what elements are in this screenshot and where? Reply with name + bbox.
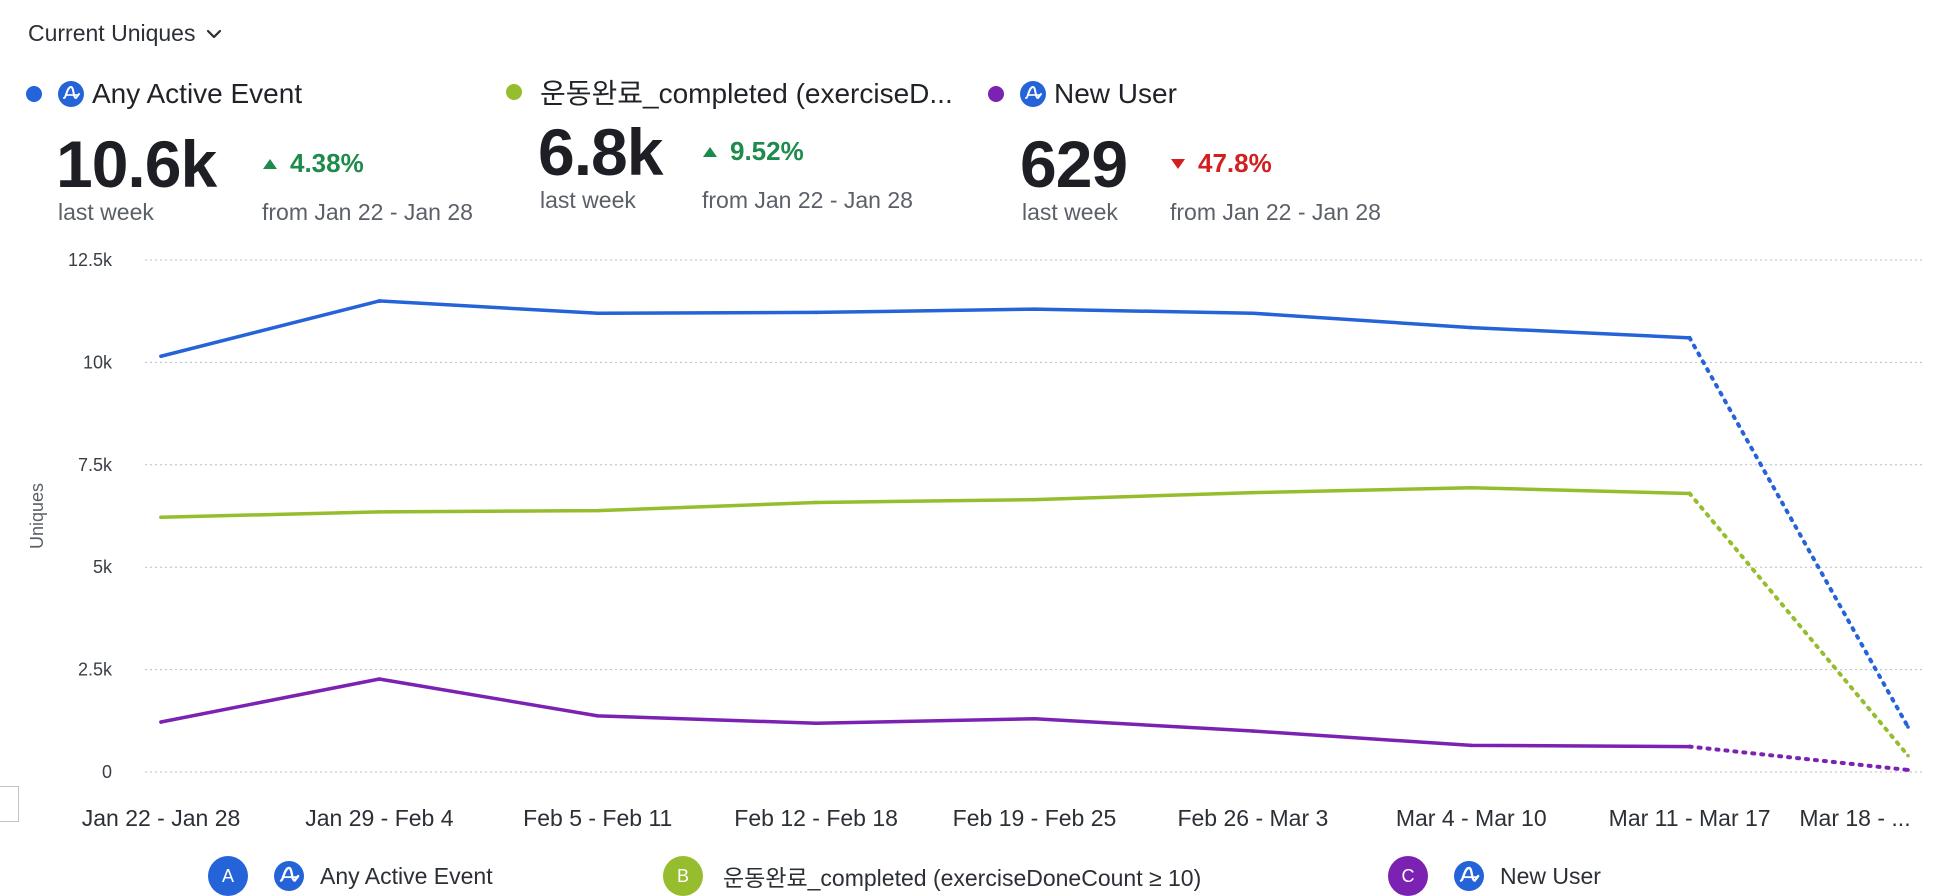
data-point — [1687, 744, 1692, 749]
y-tick-label: 0 — [102, 762, 112, 782]
kpi-compare: from Jan 22 - Jan 28 — [702, 187, 913, 213]
kpi-period: last week — [1022, 199, 1118, 225]
series-line-3 — [159, 677, 1692, 749]
kpi-delta-value: 4.38% — [290, 148, 364, 178]
data-point — [595, 311, 600, 316]
series-dot-a — [26, 86, 42, 102]
data-point — [595, 508, 600, 513]
kpi-header[interactable]: New User — [988, 78, 1177, 110]
data-point — [377, 677, 382, 681]
legend-item-a[interactable]: A Any Active Event — [208, 856, 493, 896]
y-tick-label: 12.5k — [68, 250, 113, 270]
data-point — [1032, 716, 1037, 721]
kpi-period: last week — [58, 199, 154, 225]
kpi-name: 운동완료_completed (exerciseD... — [540, 78, 953, 109]
kpi-compare: from Jan 22 - Jan 28 — [262, 199, 473, 225]
series-incomplete-segment-3 — [1687, 744, 1910, 772]
legend-badge: A — [208, 856, 248, 896]
kpi-name: New User — [1054, 78, 1177, 109]
legend-item-c[interactable]: C New User — [1388, 856, 1601, 896]
series-dot-c — [988, 86, 1004, 102]
data-point — [1032, 497, 1037, 502]
kpi-delta: 4.38% — [262, 148, 364, 179]
kpi-delta: 47.8% — [1170, 148, 1272, 179]
legend-item-b[interactable]: B 운동완료_completed (exerciseDoneCount ≥ 10… — [663, 856, 1201, 896]
y-tick-label: 7.5k — [78, 455, 113, 475]
amplitude-event-icon — [274, 861, 304, 891]
data-point — [159, 720, 163, 724]
x-tick-label: Feb 5 - Feb 11 — [523, 805, 672, 831]
trend-up-icon — [263, 158, 277, 169]
x-tick-label: Mar 4 - Mar 10 — [1396, 805, 1547, 831]
y-tick-label: 2.5k — [78, 660, 113, 680]
x-tick-label: Jan 29 - Feb 4 — [305, 805, 454, 831]
y-tick-label: 5k — [93, 557, 113, 577]
x-tick-label: Mar 18 - ... — [1799, 805, 1910, 831]
kpi-delta-value: 47.8% — [1198, 148, 1272, 178]
data-point — [1469, 485, 1474, 490]
data-point — [595, 714, 600, 718]
chevron-down-icon — [207, 29, 222, 38]
legend-label: 운동완료_completed (exerciseDoneCount ≥ 10) — [723, 865, 1202, 891]
data-point — [1251, 490, 1255, 495]
data-point — [1251, 311, 1255, 316]
legend-badge: C — [1388, 856, 1428, 896]
x-tick-label: Jan 22 - Jan 28 — [82, 805, 241, 831]
kpi-delta-value: 9.52% — [730, 136, 804, 166]
amplitude-event-icon — [58, 81, 84, 107]
data-point — [1469, 743, 1474, 748]
legend-label: New User — [1500, 862, 1601, 889]
data-point — [377, 510, 382, 514]
kpi-period: last week — [540, 187, 636, 213]
x-tick-label: Feb 12 - Feb 18 — [734, 805, 898, 831]
data-point — [1251, 729, 1255, 733]
kpi-header[interactable]: Any Active Event — [26, 78, 302, 110]
metric-selector-label: Current Uniques — [28, 20, 196, 46]
data-point — [1906, 768, 1910, 772]
data-point — [1906, 753, 1910, 758]
data-point — [377, 299, 382, 303]
data-point — [1906, 725, 1910, 729]
trend-down-icon — [1171, 158, 1185, 169]
x-tick-label: Feb 26 - Mar 3 — [1177, 805, 1328, 831]
kpi-name: Any Active Event — [92, 78, 303, 109]
data-point — [814, 721, 818, 726]
series-dot-b — [506, 84, 522, 100]
data-point — [1687, 491, 1692, 496]
data-point — [159, 515, 163, 520]
kpi-delta: 9.52% — [702, 136, 804, 167]
x-tick-label: Mar 11 - Mar 17 — [1609, 805, 1771, 831]
kpi-value: 629 — [1020, 127, 1128, 201]
kpi-value: 10.6k — [56, 127, 217, 201]
x-tick-label: Feb 19 - Feb 25 — [953, 805, 1117, 831]
data-point — [1032, 307, 1037, 311]
trend-up-icon — [703, 146, 717, 157]
series-incomplete-segment-2 — [1687, 491, 1910, 758]
y-axis-label: Uniques — [27, 483, 47, 549]
amplitude-event-icon — [1020, 81, 1046, 107]
collapse-panel-button[interactable] — [0, 786, 19, 822]
y-tick-label: 10k — [83, 352, 113, 372]
metric-selector-dropdown[interactable]: Current Uniques — [28, 20, 223, 47]
series-incomplete-segment-1 — [1687, 335, 1910, 729]
amplitude-event-icon — [1454, 861, 1484, 891]
data-point — [1687, 336, 1692, 340]
kpi-value: 6.8k — [538, 115, 663, 189]
legend-badge: B — [663, 856, 703, 896]
series-line-1 — [159, 299, 1692, 359]
kpi-header[interactable]: 운동완료_completed (exerciseD... — [506, 72, 953, 112]
data-point — [159, 354, 163, 359]
kpi-compare: from Jan 22 - Jan 28 — [1170, 199, 1381, 225]
data-point — [814, 310, 818, 315]
series-line-2 — [159, 485, 1692, 519]
data-point — [1469, 325, 1474, 330]
data-point — [814, 500, 818, 505]
legend-label: Any Active Event — [320, 862, 493, 889]
